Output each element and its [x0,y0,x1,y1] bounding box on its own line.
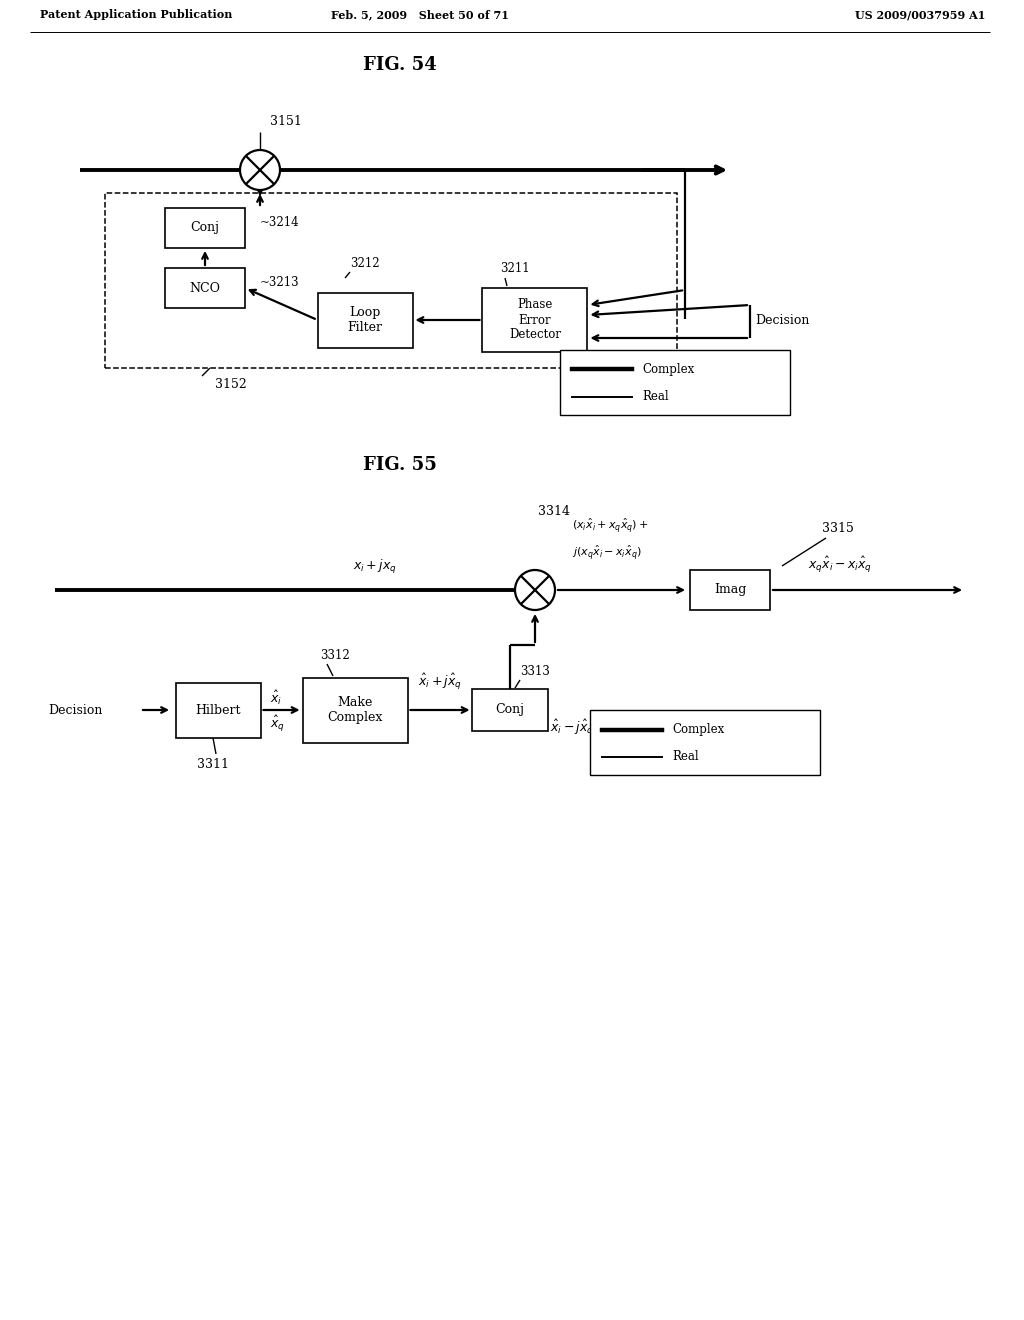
FancyBboxPatch shape [317,293,413,347]
Text: $j(x_q\hat{x}_i-x_i\hat{x}_q)$: $j(x_q\hat{x}_i-x_i\hat{x}_q)$ [572,544,642,562]
Text: $\hat{x}_i$: $\hat{x}_i$ [270,689,283,708]
Text: ~3213: ~3213 [260,276,300,289]
FancyBboxPatch shape [690,570,770,610]
Text: Conj: Conj [190,222,219,235]
Text: Hilbert: Hilbert [196,704,241,717]
Text: Imag: Imag [714,583,746,597]
Text: Loop
Filter: Loop Filter [347,306,383,334]
Text: Complex: Complex [672,723,724,737]
FancyBboxPatch shape [302,677,408,742]
Text: 3311: 3311 [197,758,229,771]
Text: Patent Application Publication: Patent Application Publication [40,9,232,21]
Text: Feb. 5, 2009   Sheet 50 of 71: Feb. 5, 2009 Sheet 50 of 71 [331,9,509,21]
Text: 3212: 3212 [350,257,380,271]
Text: $(x_i\hat{x}_i+x_q\hat{x}_q)+$: $(x_i\hat{x}_i+x_q\hat{x}_q)+$ [572,516,648,535]
FancyBboxPatch shape [472,689,548,731]
Circle shape [240,150,280,190]
Text: $x_i+jx_q$: $x_i+jx_q$ [353,558,397,576]
Text: Phase
Error
Detector: Phase Error Detector [509,298,561,342]
FancyBboxPatch shape [165,209,245,248]
Text: Real: Real [642,391,669,404]
Text: 3312: 3312 [319,649,350,663]
Text: Real: Real [672,750,698,763]
Text: $\hat{x}_i+j\hat{x}_q$: $\hat{x}_i+j\hat{x}_q$ [418,672,462,692]
Text: FIG. 54: FIG. 54 [364,55,437,74]
Text: NCO: NCO [189,281,220,294]
Text: 3313: 3313 [520,665,550,678]
Text: 3315: 3315 [822,521,854,535]
Circle shape [515,570,555,610]
Text: $\hat{x}_q$: $\hat{x}_q$ [270,714,285,734]
Text: 3314: 3314 [538,506,570,517]
Text: 3151: 3151 [270,115,302,128]
Text: Complex: Complex [642,363,694,376]
FancyBboxPatch shape [175,682,260,738]
Text: Conj: Conj [496,704,524,717]
Text: $x_q\hat{x}_i-x_i\hat{x}_q$: $x_q\hat{x}_i-x_i\hat{x}_q$ [808,554,872,576]
FancyBboxPatch shape [590,710,820,775]
Text: $\hat{x}_i-j\hat{x}_q$: $\hat{x}_i-j\hat{x}_q$ [550,718,594,738]
Text: FIG. 55: FIG. 55 [364,455,437,474]
FancyBboxPatch shape [560,350,790,414]
Text: US 2009/0037959 A1: US 2009/0037959 A1 [855,9,985,21]
Text: Decision: Decision [48,704,102,717]
Text: Make
Complex: Make Complex [328,696,383,723]
Text: 3211: 3211 [500,261,529,275]
Text: Decision: Decision [755,314,809,326]
FancyBboxPatch shape [165,268,245,308]
Text: ~3214: ~3214 [260,215,300,228]
FancyBboxPatch shape [482,288,588,352]
Text: 3152: 3152 [215,378,247,391]
